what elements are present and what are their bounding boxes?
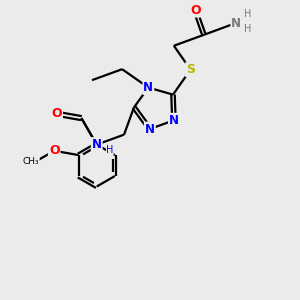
Text: O: O — [49, 144, 59, 157]
Text: O: O — [190, 4, 200, 16]
Text: CH₃: CH₃ — [22, 157, 39, 166]
Text: O: O — [51, 107, 62, 120]
Text: N: N — [143, 81, 153, 94]
Text: N: N — [231, 17, 241, 30]
Text: N: N — [145, 122, 155, 136]
Text: N: N — [92, 138, 102, 151]
Text: N: N — [169, 114, 179, 127]
Text: S: S — [186, 63, 195, 76]
Text: H: H — [244, 9, 251, 20]
Text: H: H — [106, 146, 113, 155]
Text: H: H — [244, 24, 251, 34]
